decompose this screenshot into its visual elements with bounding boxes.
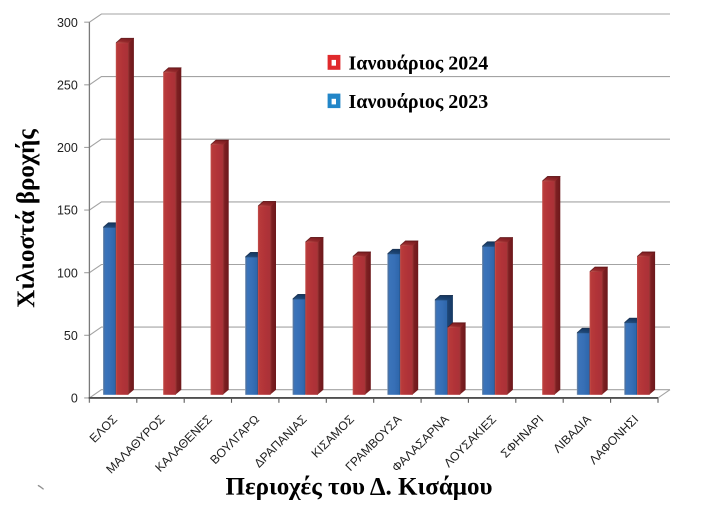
svg-text:250: 250 [57,78,78,92]
svg-text:100: 100 [57,266,78,280]
svg-text:300: 300 [57,16,78,30]
svg-text:0: 0 [71,392,78,406]
svg-text:150: 150 [57,204,78,218]
svg-text:Χιλιοστά βροχής: Χιλιοστά βροχής [13,129,40,308]
svg-text:Ιανουάριος 2024: Ιανουάριος 2024 [349,53,489,75]
svg-text:Περιοχές του Δ. Κισάμου: Περιοχές του Δ. Κισάμου [226,473,493,500]
svg-text:Ιανουάριος 2023: Ιανουάριος 2023 [349,91,489,113]
svg-text:50: 50 [64,329,78,343]
svg-text:200: 200 [57,141,78,155]
